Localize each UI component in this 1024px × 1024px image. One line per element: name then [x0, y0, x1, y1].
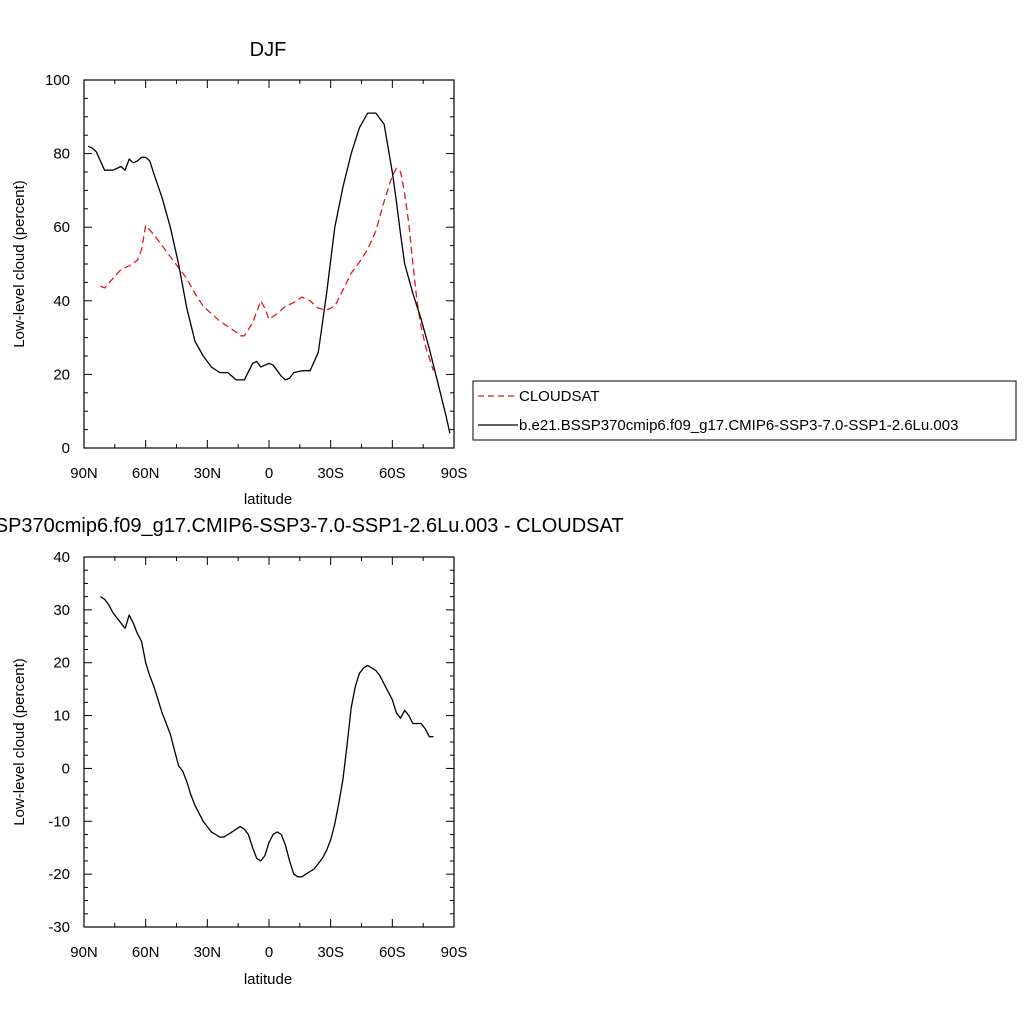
- x-tick-label: 90S: [441, 944, 468, 961]
- ticks: 90N 60N 30N 0 30S 60S 90S -30 -20 -10 0 10 20 30 40: [48, 549, 467, 961]
- x-tick-label: 0: [265, 465, 273, 482]
- x-tick-label: 60N: [132, 944, 160, 961]
- x-tick-label: 90N: [70, 944, 98, 961]
- y-tick-label: 20: [53, 366, 70, 383]
- series-line-model: [100, 596, 434, 878]
- x-tick-label: 90S: [441, 465, 468, 482]
- chart-title: DJF: [250, 39, 287, 61]
- x-tick-label: 30N: [194, 944, 222, 961]
- x-tick-label: 0: [265, 944, 273, 961]
- x-tick-label: 90N: [70, 465, 98, 482]
- x-tick-label: 60S: [379, 465, 406, 482]
- y-axis-label: Low-level cloud (percent): [11, 180, 28, 348]
- plot-frame: [83, 556, 455, 928]
- legend-entry-cloudsat: CLOUDSAT: [478, 388, 600, 405]
- panel-difference: b.e21.BSSP370cmip6.f09_g17.CMIP6-SSP3-7.…: [0, 515, 624, 988]
- ticks: 90N 60N 30N 0 30S 60S 90S 0 20 40 60 80 100: [45, 72, 467, 482]
- y-tick-label: 60: [53, 219, 70, 236]
- legend: CLOUDSAT b.e21.BSSP370cmip6.f09_g17.CMIP…: [472, 380, 1017, 441]
- plot-frame: [83, 79, 455, 449]
- legend-label: b.e21.BSSP370cmip6.f09_g17.CMIP6-SSP3-7.…: [519, 417, 958, 434]
- legend-label: CLOUDSAT: [519, 388, 600, 405]
- y-tick-label: 0: [62, 440, 70, 457]
- y-tick-label: 20: [53, 655, 70, 672]
- x-tick-label: 60S: [379, 944, 406, 961]
- y-tick-label: 40: [53, 549, 70, 566]
- x-tick-label: 60N: [132, 465, 160, 482]
- x-axis-label: latitude: [244, 971, 292, 988]
- y-tick-label: 10: [53, 708, 70, 725]
- x-tick-label: 30N: [194, 465, 222, 482]
- panel-djf: DJF latitude Low-level cloud (percent) 9…: [11, 39, 467, 508]
- y-tick-label: -10: [48, 813, 70, 830]
- legend-entry-model: b.e21.BSSP370cmip6.f09_g17.CMIP6-SSP3-7.…: [478, 417, 958, 434]
- series-line-cloudsat: [100, 167, 435, 371]
- y-tick-label: 0: [62, 760, 70, 777]
- y-tick-label: 100: [45, 72, 70, 89]
- chart-title: b.e21.BSSP370cmip6.f09_g17.CMIP6-SSP3-7.…: [0, 515, 624, 537]
- series-line-model: [87, 112, 451, 434]
- y-tick-label: 80: [53, 146, 70, 163]
- x-axis-label: latitude: [244, 491, 292, 508]
- y-axis-label: Low-level cloud (percent): [11, 658, 28, 826]
- x-tick-label: 30S: [317, 465, 344, 482]
- series-group: [87, 112, 451, 434]
- y-tick-label: -30: [48, 919, 70, 936]
- legend-box: [472, 380, 1017, 441]
- y-tick-label: 40: [53, 293, 70, 310]
- y-tick-label: -20: [48, 866, 70, 883]
- x-tick-label: 30S: [317, 944, 344, 961]
- y-tick-label: 30: [53, 602, 70, 619]
- series-group: [100, 596, 434, 878]
